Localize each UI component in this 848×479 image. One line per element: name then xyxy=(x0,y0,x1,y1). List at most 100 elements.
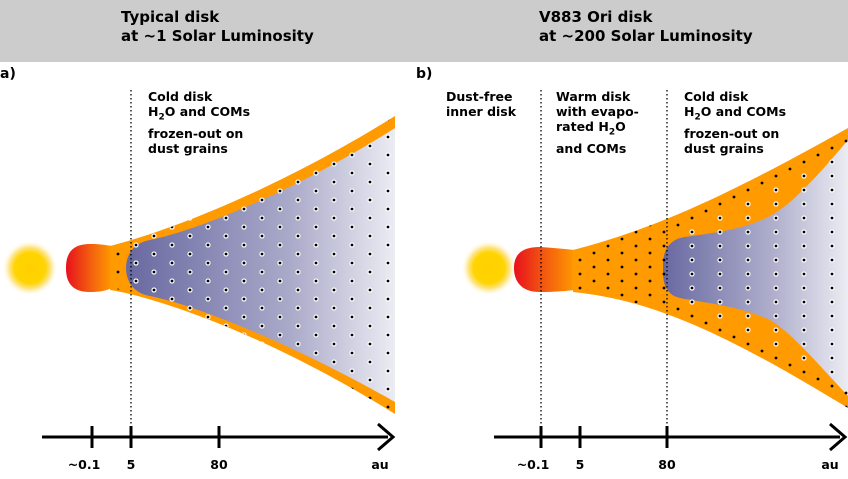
dust-grain xyxy=(350,261,354,265)
dust-grain xyxy=(774,244,778,248)
dust-grain xyxy=(648,265,652,269)
dust-grain xyxy=(662,146,666,150)
dust-grain xyxy=(134,369,138,373)
dust-grain xyxy=(648,321,652,325)
dust-grain xyxy=(704,363,708,367)
dust-grain xyxy=(844,405,848,408)
dust-grain xyxy=(332,396,336,400)
dust-grain xyxy=(242,315,246,319)
dust-grain xyxy=(116,216,120,220)
dust-grain xyxy=(224,198,228,202)
dust-grain xyxy=(592,279,596,283)
dust-grain xyxy=(634,258,638,262)
dust-grain xyxy=(314,171,318,175)
dust-grain xyxy=(774,314,778,318)
dust-grain xyxy=(296,144,300,148)
dust-grain xyxy=(242,225,246,229)
dust-grain xyxy=(189,415,192,418)
dust-grain xyxy=(386,297,390,301)
dust-grain xyxy=(648,181,652,185)
dust-grain xyxy=(332,180,336,184)
dust-grain xyxy=(278,243,282,247)
dust-grain xyxy=(690,384,694,388)
dust-grain xyxy=(830,188,834,192)
dust-grain xyxy=(206,333,210,337)
dust-grain xyxy=(578,314,582,318)
dust-grain xyxy=(648,405,652,408)
dust-grain xyxy=(788,153,792,157)
dust-grain xyxy=(774,272,778,276)
header-band xyxy=(0,0,848,62)
dust-grain xyxy=(816,139,820,143)
dust-grain xyxy=(260,342,264,346)
dust-grain xyxy=(278,387,282,391)
dust-grain xyxy=(368,180,372,184)
dust-grain xyxy=(620,321,624,325)
dust-grain xyxy=(188,216,192,220)
dust-grain xyxy=(170,207,174,211)
dust-grain xyxy=(774,384,778,388)
dust-grain xyxy=(134,387,138,391)
dust-grain xyxy=(662,356,666,360)
dust-grain xyxy=(116,180,120,184)
dust-grain xyxy=(648,377,652,381)
star-b-icon xyxy=(461,240,517,296)
dust-grain xyxy=(705,420,708,423)
dust-grain xyxy=(578,230,582,234)
dust-grain xyxy=(648,349,652,353)
dust-grain xyxy=(662,398,666,402)
dust-grain xyxy=(662,272,666,276)
dust-grain xyxy=(224,234,228,238)
dust-grain xyxy=(746,356,750,360)
dust-grain xyxy=(690,370,694,374)
dust-grain xyxy=(592,181,596,185)
dust-grain xyxy=(332,126,336,130)
dust-grain xyxy=(170,279,174,283)
dust-grain xyxy=(188,378,192,382)
dust-grain xyxy=(278,225,282,229)
dust-grain xyxy=(152,216,156,220)
dust-grain xyxy=(704,391,708,395)
dust-grain xyxy=(690,272,694,276)
dust-grain xyxy=(761,420,764,423)
dust-grain xyxy=(746,384,750,388)
dust-grain xyxy=(188,162,192,166)
dust-grain xyxy=(606,202,610,206)
dust-grain xyxy=(690,188,694,192)
dust-grain xyxy=(368,162,372,166)
dust-grain xyxy=(152,324,156,328)
tick-label-a-1: 5 xyxy=(126,457,136,472)
dust-grain xyxy=(170,333,174,337)
dust-grain xyxy=(648,153,652,157)
dust-grain xyxy=(116,198,120,202)
dust-grain xyxy=(593,420,596,423)
dust-grain xyxy=(224,270,228,274)
dust-grain xyxy=(170,297,174,301)
dust-grain xyxy=(368,198,372,202)
dust-grain xyxy=(242,189,246,193)
dust-grain xyxy=(788,167,792,171)
dust-grain xyxy=(662,258,666,262)
dust-grain xyxy=(278,279,282,283)
dust-grain xyxy=(134,297,138,301)
dust-grain xyxy=(332,342,336,346)
dust-grain xyxy=(634,174,638,178)
dust-grain xyxy=(774,300,778,304)
dust-grain xyxy=(620,195,624,199)
dust-grain xyxy=(648,251,652,255)
dust-grain xyxy=(690,202,694,206)
dust-grain xyxy=(704,167,708,171)
dust-grain xyxy=(690,174,694,178)
dust-grain xyxy=(662,328,666,332)
dust-grain xyxy=(676,167,680,171)
axis-unit-a: au xyxy=(371,457,389,472)
dust-grain xyxy=(206,243,210,247)
dust-grain xyxy=(386,153,390,157)
dust-grain xyxy=(350,135,354,139)
dust-grain xyxy=(718,398,722,402)
dust-grain xyxy=(830,174,834,178)
dust-grain xyxy=(691,413,694,416)
dust-grain xyxy=(332,288,336,292)
dust-grain xyxy=(152,198,156,202)
dust-grain xyxy=(788,391,792,395)
